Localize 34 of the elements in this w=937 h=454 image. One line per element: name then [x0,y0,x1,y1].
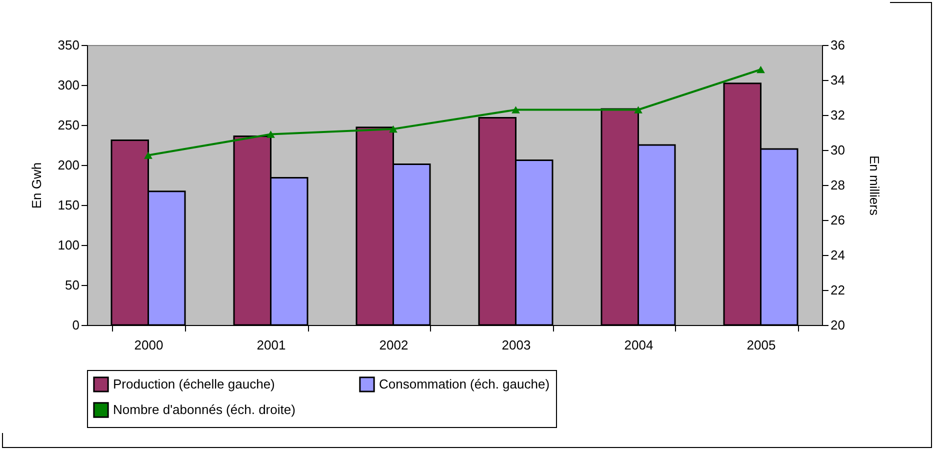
y2-tick-label: 36 [830,38,845,52]
x-tick-label: 2000 [134,338,164,352]
y-axis-title: En Gwh [28,162,44,209]
y-tick-label: 150 [58,198,80,212]
y-tick-label: 100 [58,238,80,252]
y2-tick-label: 28 [830,178,845,192]
legend-label: Consommation (éch. gauche) [379,376,550,392]
x-tick-label: 2001 [256,338,286,352]
x-tick-label: 2004 [624,338,654,352]
y2-tick-label: 30 [830,142,845,158]
y2-tick-label: 22 [830,282,845,298]
y2-tick-label: 24 [830,248,845,262]
y-tick-label: 250 [58,118,80,132]
y-tick-label: 300 [58,78,80,92]
point [144,152,152,159]
y2-tick-label: 34 [830,72,845,88]
x-tick-label: 2003 [502,338,531,352]
point [512,106,520,114]
y2-tick-label: 20 [830,318,845,332]
point [634,106,642,114]
y2-tick-label: 26 [830,212,845,228]
point [389,125,398,133]
y2-tick-label: 32 [830,108,845,122]
x-tick-label: 2002 [379,338,408,352]
y-tick-label: 50 [65,278,80,292]
y2-axis-title: En milliers [866,156,882,216]
x-tick-label: 2005 [746,338,776,352]
legend-label: Production (échelle gauche) [113,376,275,392]
legend-label: Nombre d'abonnés (éch. droite) [113,402,296,417]
point [756,66,765,74]
point [266,130,275,138]
y-tick-label: 200 [58,158,80,172]
y-tick-label: 0 [72,318,80,332]
y-tick-label: 350 [58,38,80,52]
